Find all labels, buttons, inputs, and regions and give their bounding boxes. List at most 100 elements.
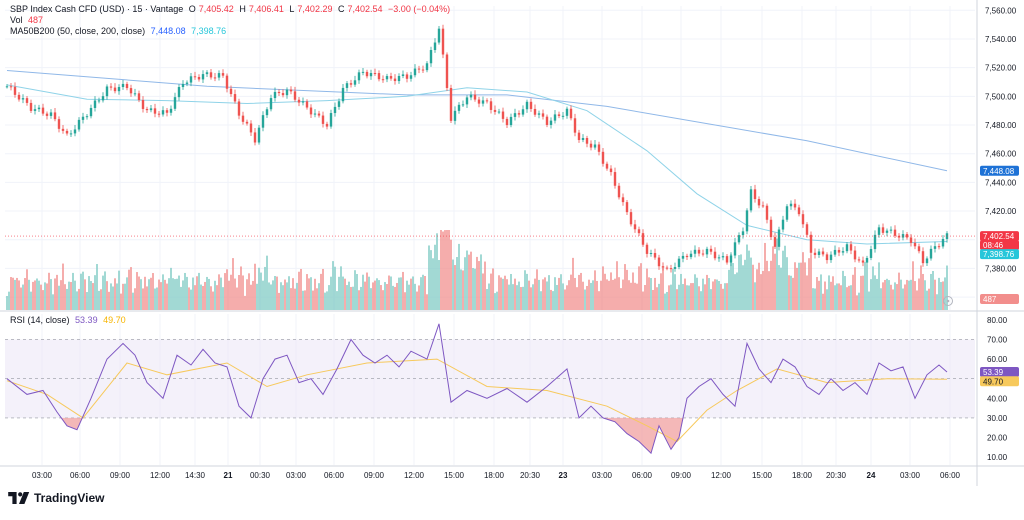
legend-rsi[interactable]: RSI (14, close) 53.39 49.70: [10, 314, 129, 326]
volume-bar: [116, 283, 118, 310]
volume-bar: [330, 276, 332, 310]
symbol-title[interactable]: SBP Index Cash CFD (USD) · 15 · Vantage: [10, 4, 184, 14]
volume-bar: [22, 284, 24, 310]
candle-body: [121, 83, 125, 88]
volume-bar: [208, 278, 210, 310]
volume-bar: [670, 284, 672, 310]
rsi-line: [6, 323, 948, 455]
candle-body: [481, 100, 485, 104]
volume-bar: [810, 254, 812, 310]
volume-bar: [896, 284, 898, 310]
candle-body: [357, 72, 361, 81]
volume-bar: [692, 283, 694, 310]
legend-main: SBP Index Cash CFD (USD) · 15 · Vantage …: [10, 3, 456, 15]
candle-body: [673, 267, 677, 269]
volume-bar: [190, 289, 192, 310]
volume-bar: [438, 260, 440, 310]
candle-body: [157, 113, 161, 115]
candle-body: [97, 100, 101, 102]
volume-bar: [392, 285, 394, 310]
volume-bar: [466, 250, 468, 310]
candle-body: [473, 94, 477, 100]
candle-body: [685, 255, 689, 258]
time-tick-label: 21: [224, 471, 233, 480]
candle-body: [241, 115, 245, 122]
time-tick-label: 03:00: [900, 471, 921, 480]
candle-body: [537, 113, 541, 115]
rsi-value-badge: 53.39: [980, 367, 1019, 378]
volume-bar: [384, 282, 386, 310]
volume-bar: [348, 281, 350, 310]
volume-bar: [782, 250, 784, 310]
candle-body: [569, 108, 573, 119]
volume-bar: [634, 282, 636, 310]
legend-volume[interactable]: Vol 487: [10, 14, 46, 26]
volume-bar: [712, 281, 714, 310]
candle-body: [425, 63, 429, 71]
candles: [5, 24, 949, 273]
volume-bar: [684, 278, 686, 310]
volume-bar: [430, 250, 432, 310]
volume-bar: [368, 276, 370, 310]
volume-bar: [170, 267, 172, 310]
volume-bar: [842, 270, 844, 310]
volume-bar: [52, 294, 54, 310]
price-tick-label: 7,380.00: [985, 264, 1017, 273]
volume-bar: [84, 279, 86, 310]
volume-bar: [816, 276, 818, 310]
volume-bar: [252, 280, 254, 310]
volume-bar: [108, 291, 110, 310]
volume-bar: [946, 265, 948, 310]
volume-bar: [42, 290, 44, 310]
candle-body: [309, 107, 313, 115]
candle-body: [409, 75, 413, 79]
volume-bar: [158, 279, 160, 310]
volume-bar: [772, 246, 774, 310]
candle-body: [649, 253, 653, 255]
volume-bar: [522, 286, 524, 310]
volume-bar: [254, 263, 256, 310]
candle-body: [73, 129, 77, 134]
candle-body: [617, 185, 621, 198]
volume-bar: [902, 288, 904, 310]
volume-bar: [690, 283, 692, 310]
candle-body: [717, 257, 721, 259]
volume-bar: [74, 280, 76, 310]
volume-bar: [520, 287, 522, 310]
volume-bar: [534, 278, 536, 310]
volume-bar: [598, 291, 600, 310]
volume-bar: [516, 285, 518, 310]
volume-bar: [876, 278, 878, 310]
volume-badge-text: 487: [983, 295, 997, 304]
volume-bar: [926, 290, 928, 310]
tradingview-logo[interactable]: TradingView: [8, 491, 104, 505]
legend-ma[interactable]: MA50B200 (50, close, 200, close) 7,448.0…: [10, 25, 229, 37]
candle-body: [217, 73, 221, 78]
candle-body: [621, 197, 625, 203]
candle-body: [917, 246, 921, 252]
volume-bar: [532, 284, 534, 310]
volume-bar: [454, 265, 456, 310]
candle-body: [389, 76, 393, 79]
volume-bar: [434, 244, 436, 310]
volume-bar: [268, 282, 270, 310]
price-tick-label: 7,480.00: [985, 121, 1017, 130]
candle-body: [781, 219, 785, 230]
candle-body: [105, 86, 109, 97]
rsi-oversold-fill: [55, 417, 83, 430]
volume-bar: [102, 275, 104, 310]
time-tick-label: 23: [559, 471, 568, 480]
volume-bar: [90, 281, 92, 310]
candle-body: [705, 248, 709, 255]
volume-bar: [546, 281, 548, 310]
volume-bar: [304, 290, 306, 310]
price-tick-label: 7,440.00: [985, 178, 1017, 187]
price-tick-label: 7,460.00: [985, 150, 1017, 159]
candle-body: [701, 253, 705, 255]
volume-bar: [530, 287, 532, 310]
volume-bar: [146, 286, 148, 310]
volume-bar: [272, 280, 274, 310]
volume-bar: [328, 285, 330, 310]
